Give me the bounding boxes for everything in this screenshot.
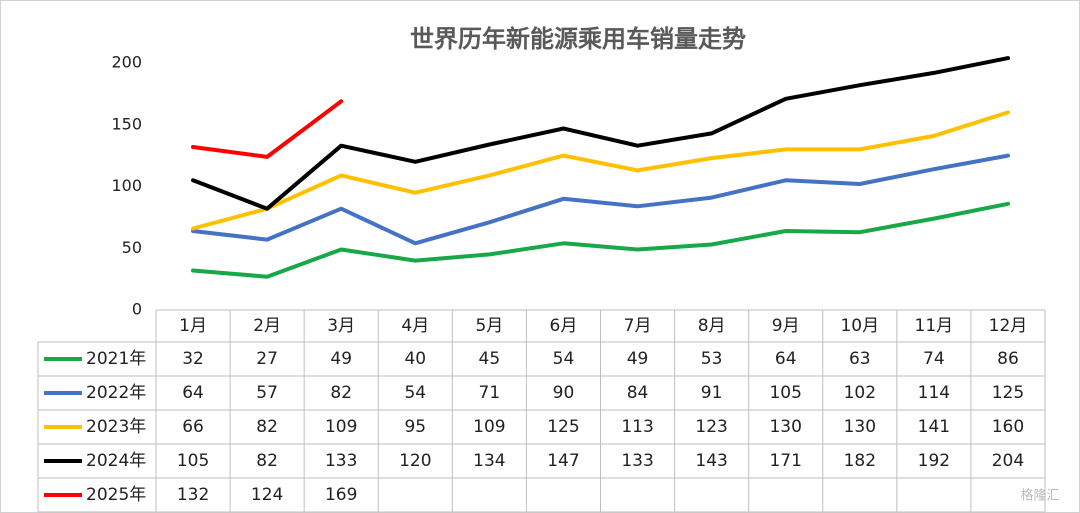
x-tick-label: 2月 xyxy=(253,316,281,336)
x-tick-label: 7月 xyxy=(624,316,652,336)
chart-title: 世界历年新能源乘用车销量走势 xyxy=(410,25,746,53)
x-tick-label: 12月 xyxy=(989,316,1028,336)
table-value: 49 xyxy=(627,349,649,369)
table-value: 105 xyxy=(769,383,801,403)
table-value: 71 xyxy=(479,383,501,403)
table-value: 86 xyxy=(997,349,1019,369)
table-value: 134 xyxy=(473,451,505,471)
x-tick-label: 10月 xyxy=(840,316,879,336)
table-value: 66 xyxy=(182,417,204,437)
y-tick-label: 200 xyxy=(111,53,142,72)
table-value: 133 xyxy=(621,451,653,471)
series-line xyxy=(191,153,1010,246)
table-value: 130 xyxy=(769,417,801,437)
x-tick-label: 1月 xyxy=(179,316,207,336)
x-tick-label: 6月 xyxy=(550,316,578,336)
table-value: 82 xyxy=(256,417,278,437)
table-value: 133 xyxy=(325,451,357,471)
table-value: 105 xyxy=(177,451,209,471)
table-value: 45 xyxy=(479,349,501,369)
table-value: 171 xyxy=(769,451,801,471)
table-value: 54 xyxy=(404,383,426,403)
table-value: 82 xyxy=(330,383,352,403)
table-value: 84 xyxy=(627,383,649,403)
table-value: 169 xyxy=(325,485,357,505)
table-value: 90 xyxy=(553,383,575,403)
y-tick-label: 150 xyxy=(111,114,142,133)
x-tick-label: 9月 xyxy=(772,316,800,336)
table-value: 132 xyxy=(177,485,209,505)
legend-label: 2022年 xyxy=(86,383,146,403)
table-value: 27 xyxy=(256,349,278,369)
table-value: 124 xyxy=(251,485,283,505)
table-value: 204 xyxy=(992,451,1024,471)
series-line xyxy=(191,99,344,159)
table-value: 143 xyxy=(695,451,727,471)
table-value: 32 xyxy=(182,349,204,369)
y-tick-label: 50 xyxy=(122,238,142,257)
table-value: 147 xyxy=(547,451,579,471)
table-value: 109 xyxy=(473,417,505,437)
legend-label: 2025年 xyxy=(86,485,146,505)
legend-label: 2021年 xyxy=(86,349,146,369)
series-line xyxy=(191,201,1010,279)
table-value: 64 xyxy=(182,383,204,403)
table-value: 91 xyxy=(701,383,723,403)
table-value: 120 xyxy=(399,451,431,471)
table-value: 63 xyxy=(849,349,871,369)
table-value: 113 xyxy=(621,417,653,437)
table-value: 192 xyxy=(918,451,950,471)
table-value: 82 xyxy=(256,451,278,471)
x-tick-label: 8月 xyxy=(698,316,726,336)
table-value: 53 xyxy=(701,349,723,369)
table-value: 102 xyxy=(844,383,876,403)
x-tick-label: 5月 xyxy=(475,316,503,336)
table-value: 125 xyxy=(992,383,1024,403)
x-tick-label: 3月 xyxy=(327,316,355,336)
table-value: 40 xyxy=(404,349,426,369)
series-line xyxy=(191,56,1010,211)
legend-label: 2023年 xyxy=(86,417,146,437)
table-value: 109 xyxy=(325,417,357,437)
x-tick-label: 11月 xyxy=(915,316,954,336)
table-value: 130 xyxy=(844,417,876,437)
series-line xyxy=(191,110,1010,231)
table-value: 57 xyxy=(256,383,278,403)
table-value: 95 xyxy=(404,417,426,437)
table-value: 123 xyxy=(695,417,727,437)
y-tick-label: 0 xyxy=(132,300,142,319)
watermark: 格隆汇 xyxy=(1020,488,1059,504)
table-value: 64 xyxy=(775,349,797,369)
y-tick-label: 100 xyxy=(111,176,142,195)
table-value: 74 xyxy=(923,349,945,369)
table-value: 182 xyxy=(844,451,876,471)
table-value: 141 xyxy=(918,417,950,437)
table-value: 54 xyxy=(553,349,575,369)
table-value: 114 xyxy=(918,383,950,403)
x-tick-label: 4月 xyxy=(401,316,429,336)
table-value: 160 xyxy=(992,417,1024,437)
legend-label: 2024年 xyxy=(86,451,146,471)
table-value: 125 xyxy=(547,417,579,437)
table-value: 49 xyxy=(330,349,352,369)
